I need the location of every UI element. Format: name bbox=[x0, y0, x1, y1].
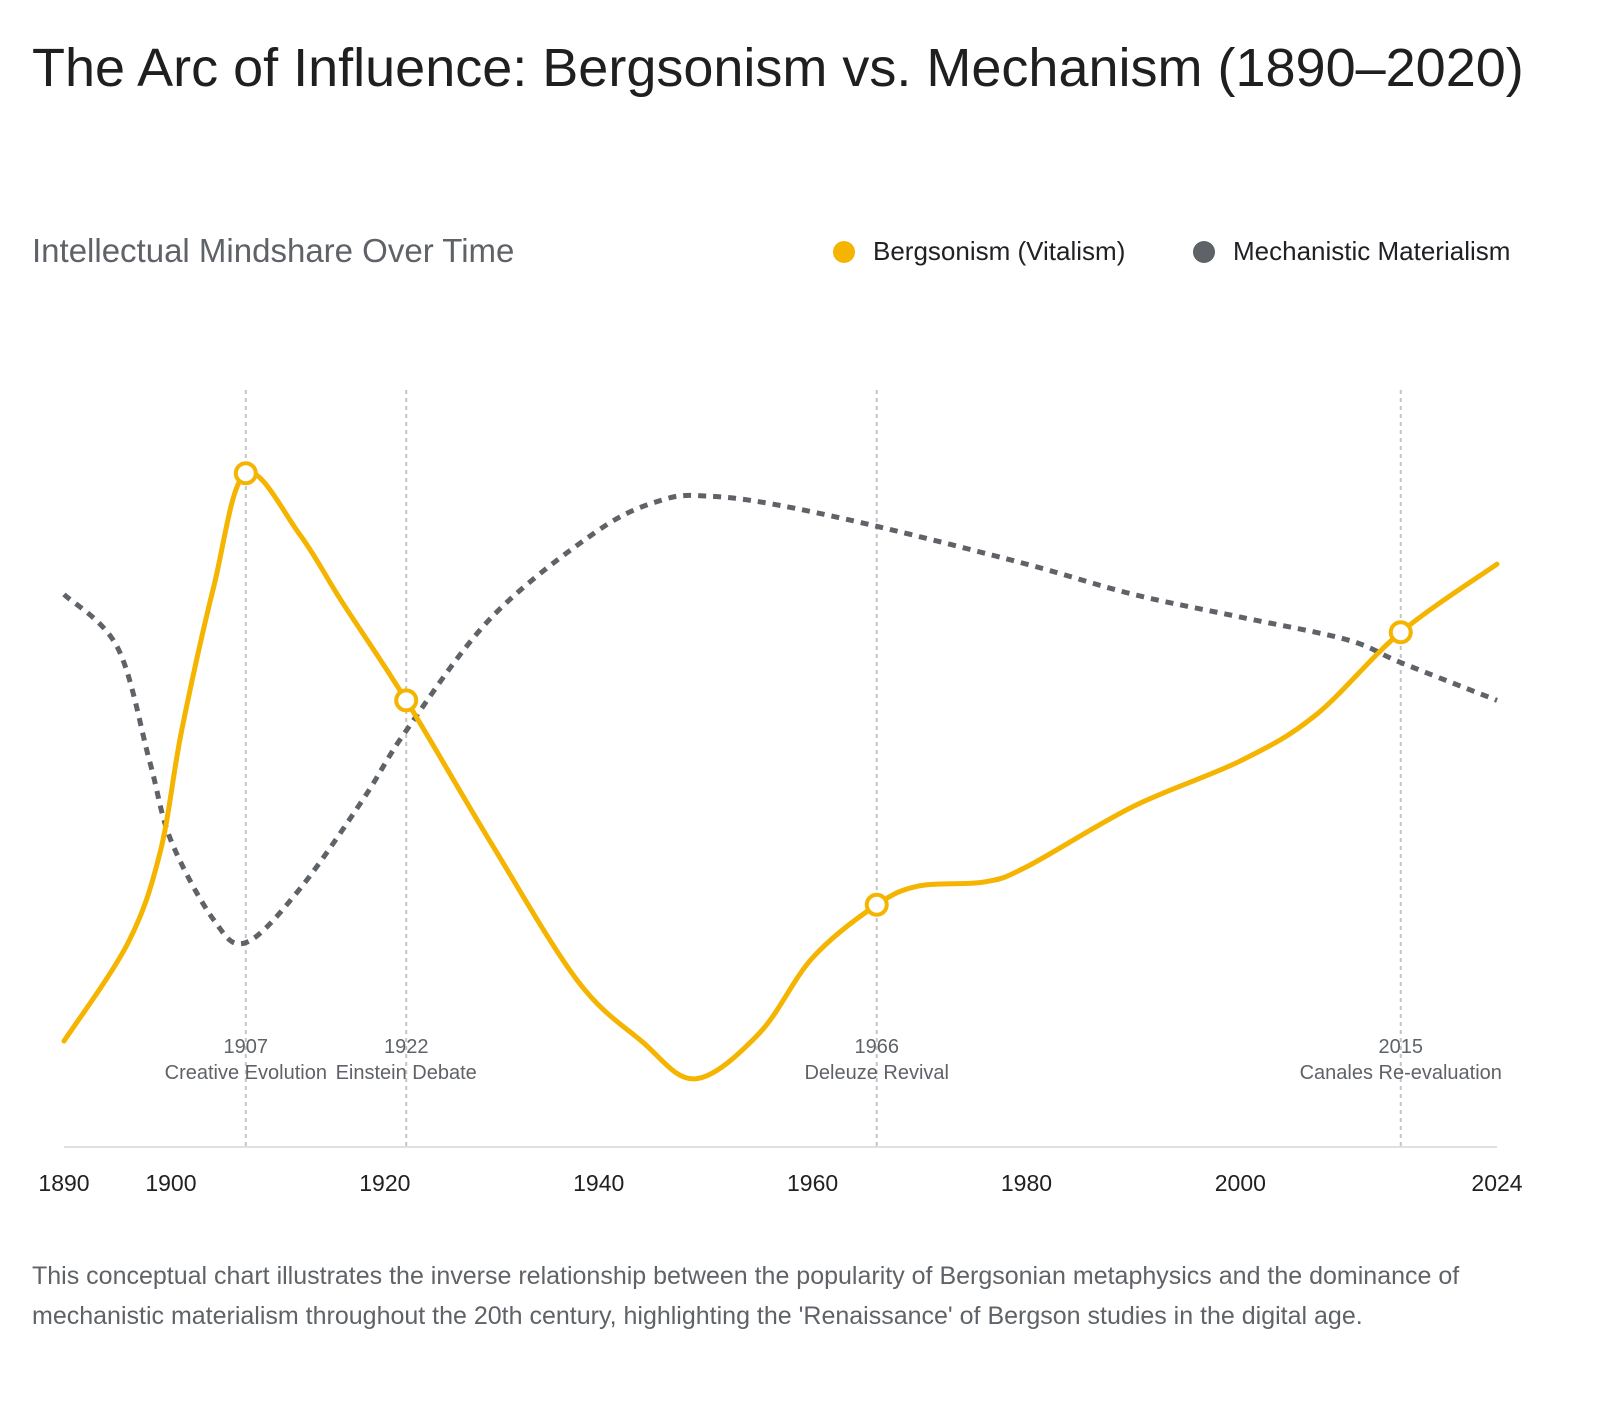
annotation-text: Deleuze Revival bbox=[804, 1062, 949, 1084]
x-tick-label: 1890 bbox=[38, 1170, 89, 1196]
annotation-year: 1966 bbox=[854, 1036, 899, 1058]
chart-subtitle: Intellectual Mindshare Over Time bbox=[32, 232, 515, 269]
x-tick-label: 1980 bbox=[1001, 1170, 1052, 1196]
annotation-marker bbox=[864, 892, 889, 917]
chart-title: The Arc of Influence: Bergsonism vs. Mec… bbox=[32, 38, 1524, 98]
legend-label: Mechanistic Materialism bbox=[1233, 236, 1511, 266]
x-tick-label: 2024 bbox=[1471, 1170, 1522, 1196]
annotation-text: Canales Re-evaluation bbox=[1300, 1062, 1502, 1084]
annotation-year: 1907 bbox=[224, 1036, 269, 1058]
annotation-marker bbox=[1388, 620, 1413, 645]
legend-item-bergsonism[interactable]: Bergsonism (Vitalism) bbox=[833, 236, 1125, 267]
x-tick-label: 2000 bbox=[1215, 1170, 1266, 1196]
line-chart: 1890 1900 1920 1940 1960 1980 2000 2024 1907 Crea… bbox=[38, 390, 1523, 1196]
legend-item-mechanism[interactable]: Mechanistic Materialism bbox=[1193, 236, 1510, 267]
annotation-text: Creative Evolution bbox=[165, 1062, 327, 1084]
x-tick-label: 1900 bbox=[145, 1170, 196, 1196]
x-tick-label: 1960 bbox=[787, 1170, 838, 1196]
legend-dot-icon bbox=[833, 240, 855, 263]
x-tick-label: 1940 bbox=[573, 1170, 624, 1196]
legend-label: Bergsonism (Vitalism) bbox=[873, 236, 1126, 266]
chart-caption: This conceptual chart illustrates the in… bbox=[32, 1262, 1460, 1330]
annotation-year: 1922 bbox=[384, 1036, 429, 1058]
x-tick-label: 1920 bbox=[359, 1170, 410, 1196]
series-line-mechanism bbox=[62, 492, 1498, 947]
annotation-text: Einstein Debate bbox=[336, 1062, 477, 1084]
annotation-marker bbox=[394, 688, 419, 713]
annotation-marker bbox=[233, 461, 258, 486]
series-line-bergsonism bbox=[61, 469, 1500, 1082]
legend-dot-icon bbox=[1193, 240, 1215, 263]
annotation-year: 2015 bbox=[1379, 1036, 1424, 1058]
